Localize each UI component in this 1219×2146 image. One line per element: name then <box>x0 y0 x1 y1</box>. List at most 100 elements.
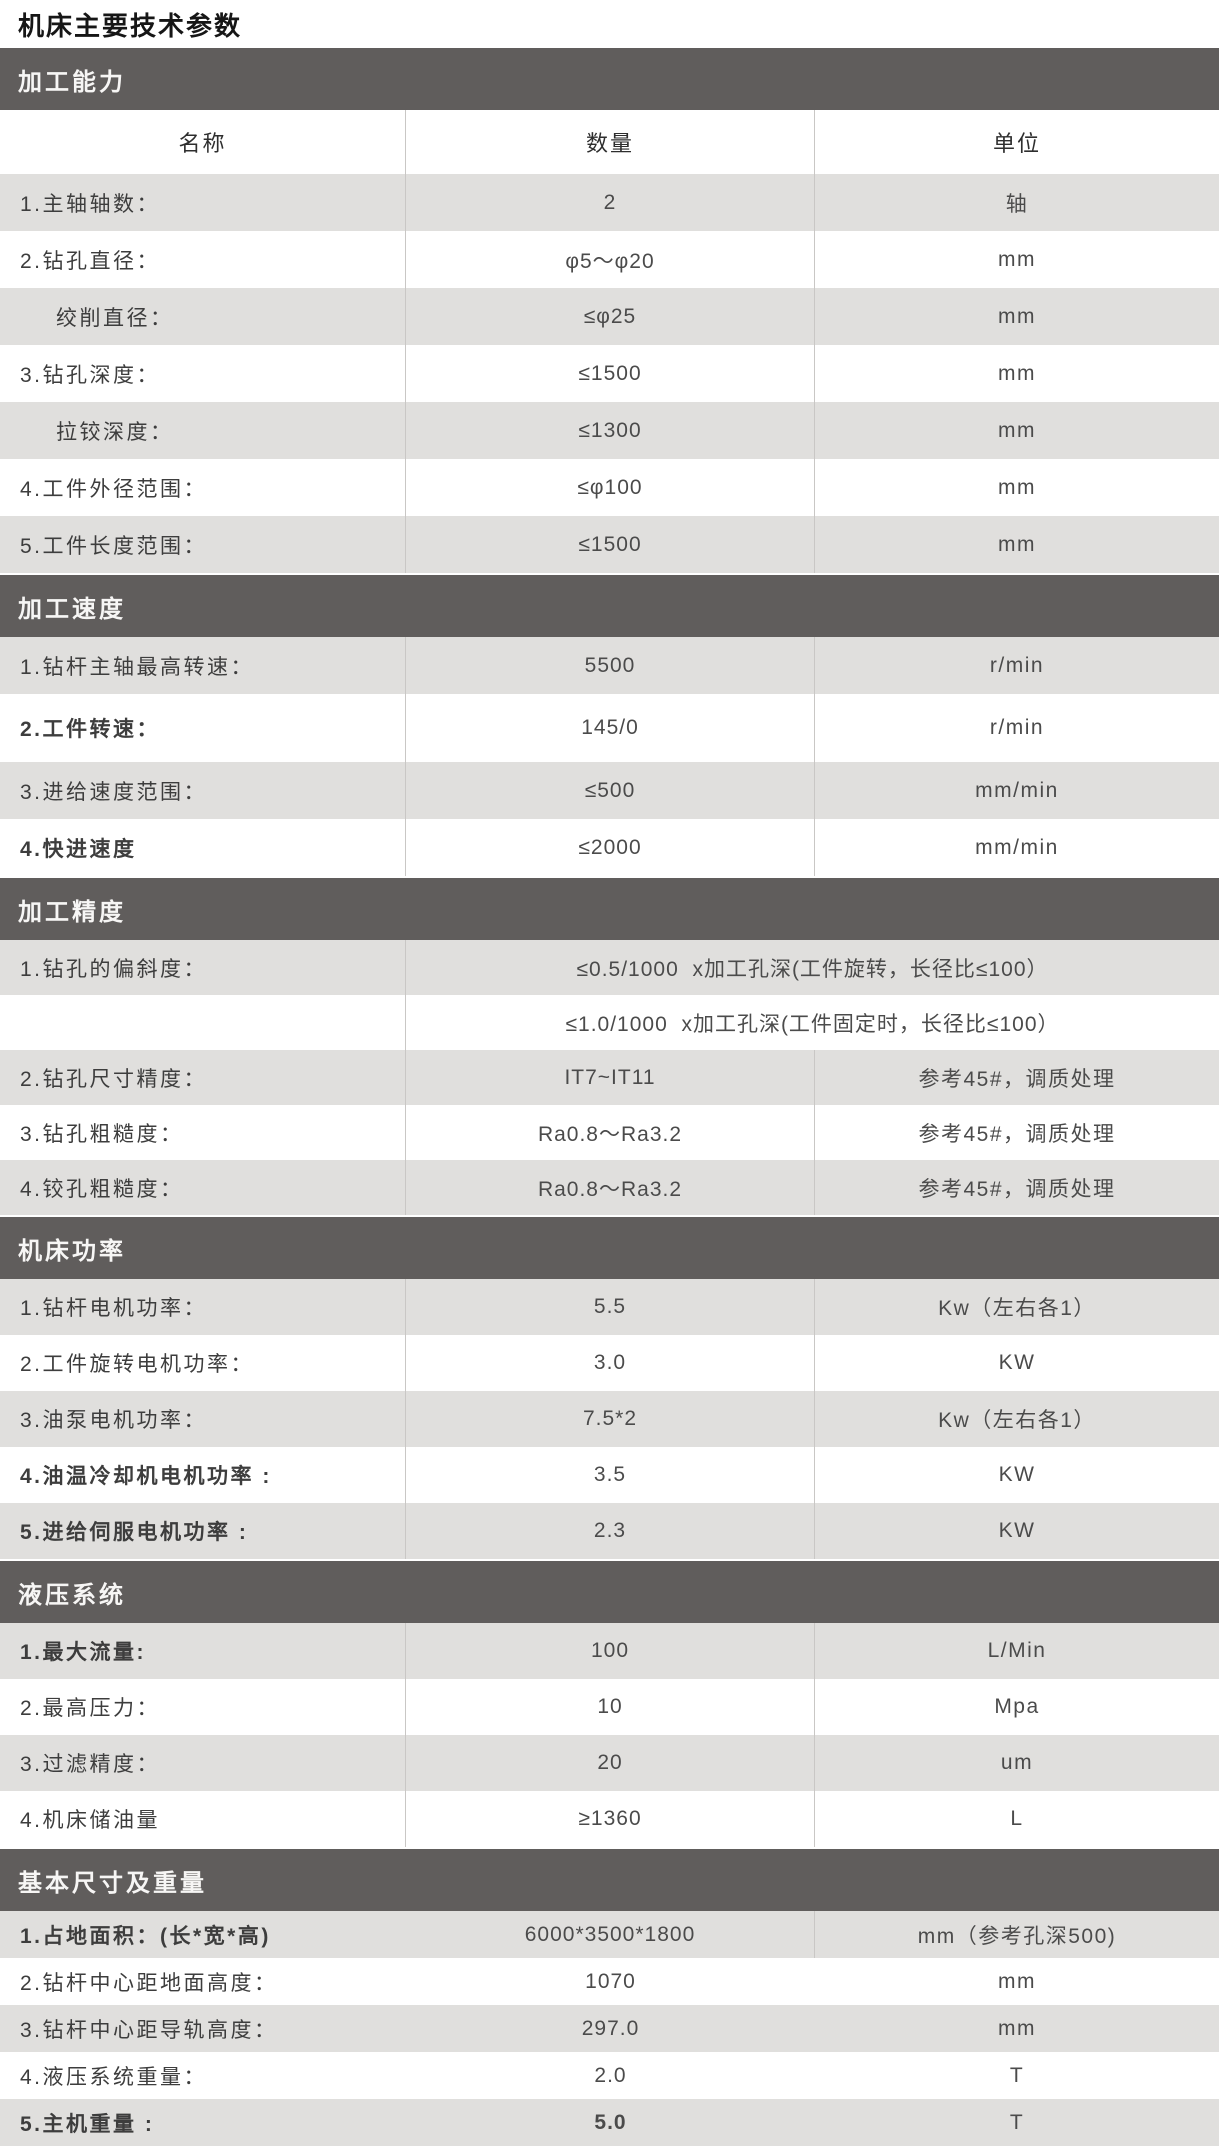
spec-value: ≤1500 <box>406 345 815 402</box>
spec-label: 4.铰孔粗糙度： <box>0 1160 406 1215</box>
spec-unit: mm <box>998 418 1036 442</box>
table-row: 4.快进速度 ≤2000 mm/min <box>0 819 1219 876</box>
spec-unit: KW <box>998 1519 1036 1542</box>
table-row: 3.钻杆中心距导轨高度： 297.0 mm <box>0 2005 1219 2052</box>
spec-label: 3.进给速度范围： <box>0 762 406 819</box>
spec-label: 5.主机重量 : <box>20 2112 155 2136</box>
section-bar-4: 液压系统 <box>0 1561 1219 1623</box>
spec-value: 145/0 <box>406 694 815 762</box>
section-bar-3: 机床功率 <box>0 1217 1219 1279</box>
spec-label: 2.钻孔直径： <box>0 231 406 288</box>
section-title: 加工精度 <box>18 898 126 926</box>
column-header-name: 名称 <box>0 110 406 174</box>
spec-unit: mm <box>998 475 1036 499</box>
spec-value: 20 <box>406 1735 815 1791</box>
spec-unit: mm <box>998 532 1036 556</box>
spec-label: 1.钻杆主轴最高转速： <box>0 637 406 694</box>
spec-value: 2.3 <box>406 1503 815 1559</box>
spec-label: 5.进给伺服电机功率 : <box>0 1503 406 1559</box>
spec-label: 3.钻孔深度： <box>0 345 406 402</box>
spec-label: 拉铰深度： <box>0 402 406 459</box>
spec-label: 1.最大流量: <box>0 1623 406 1679</box>
section-title: 基本尺寸及重量 <box>18 1869 207 1897</box>
spec-value: ≤1500 <box>406 516 815 573</box>
spec-value: 6000*3500*1800 <box>406 1911 815 1958</box>
table-row: 3.钻孔深度： ≤1500 mm <box>0 345 1219 402</box>
spec-label: 4.油温冷却机电机功率 : <box>0 1447 406 1503</box>
spec-value: ≤2000 <box>406 819 815 876</box>
column-header-row: 名称 数量 单位 <box>0 110 1219 174</box>
table-row: 1.钻杆主轴最高转速： 5500 r/min <box>0 637 1219 694</box>
spec-label: 3.钻杆中心距导轨高度： <box>20 2018 278 2042</box>
spec-value: ≥1360 <box>406 1791 815 1847</box>
section-bar-1: 加工速度 <box>0 575 1219 637</box>
spec-label: 3.钻孔粗糙度： <box>0 1105 406 1160</box>
spec-unit: Kw（左右各1） <box>938 1297 1096 1320</box>
table-row: 2.钻杆中心距地面高度： 1070 mm <box>0 1958 1219 2005</box>
table-row: 2.最高压力： 10 Mpa <box>0 1679 1219 1735</box>
section-bar-5: 基本尺寸及重量 <box>0 1849 1219 1911</box>
column-header-qty: 数量 <box>406 110 815 174</box>
spec-value: 2 <box>406 174 815 231</box>
table-row: 2.钻孔尺寸精度： IT7~IT11 参考45#，调质处理 <box>0 1050 1219 1105</box>
spec-label: 1.占地面积：(长*宽*高) <box>20 1924 271 1948</box>
spec-unit: mm <box>998 304 1036 328</box>
section-title: 加工能力 <box>18 68 126 96</box>
spec-unit: 轴 <box>1005 192 1029 216</box>
spec-table: 加工能力名称 数量 单位 1.主轴轴数： 2 轴 2.钻孔直径： φ5～φ20 mm 绞削直径： ≤… <box>0 48 1219 2146</box>
table-row: 1.占地面积：(长*宽*高) 6000*3500*1800 mm（参考孔深500) <box>0 1911 1219 1958</box>
spec-unit: mm <box>998 247 1036 271</box>
table-row: 3.钻孔粗糙度： Ra0.8～Ra3.2 参考45#，调质处理 <box>0 1105 1219 1160</box>
spec-unit: 参考45#，调质处理 <box>918 1122 1116 1146</box>
table-row: 4.液压系统重量： 2.0 T <box>0 2052 1219 2099</box>
spec-label <box>0 995 406 1050</box>
spec-label: 2.工件旋转电机功率： <box>0 1335 406 1391</box>
spec-label: 1.主轴轴数： <box>0 174 406 231</box>
table-row: 3.油泵电机功率： 7.5*2 Kw（左右各1） <box>0 1391 1219 1447</box>
table-row: 4.油温冷却机电机功率 :3.5 KW <box>0 1447 1219 1503</box>
spec-unit: um <box>1000 1751 1034 1774</box>
table-row: 拉铰深度： ≤1300 mm <box>0 402 1219 459</box>
page-title: 机床主要技术参数 <box>18 10 243 41</box>
spec-label: 4.工件外径范围： <box>0 459 406 516</box>
spec-value: 1070 <box>585 1969 636 1993</box>
spec-value: ≤1300 <box>406 402 815 459</box>
spec-value: ≤1.0/1000 x加工孔深(工件固定时，长径比≤100） <box>565 1012 1060 1036</box>
spec-value: IT7~IT11 <box>406 1050 815 1105</box>
table-row: 5.主机重量 : 5.0 T <box>0 2099 1219 2146</box>
spec-unit: T <box>1009 2110 1025 2134</box>
table-row: 1.主轴轴数： 2 轴 <box>0 174 1219 231</box>
spec-value: ≤φ100 <box>406 459 815 516</box>
table-row: 5.进给伺服电机功率 :2.3 KW <box>0 1503 1219 1559</box>
table-row: 4.机床储油量 ≥1360 L <box>0 1791 1219 1847</box>
spec-value: Ra0.8～Ra3.2 <box>406 1105 815 1160</box>
section-bar-0: 加工能力 <box>0 48 1219 110</box>
section-title: 液压系统 <box>18 1581 126 1609</box>
spec-label: 2.钻杆中心距地面高度： <box>20 1971 278 1995</box>
spec-value: Ra0.8～Ra3.2 <box>406 1160 815 1215</box>
spec-value: ≤500 <box>406 762 815 819</box>
spec-label: 1.钻杆电机功率： <box>0 1279 406 1335</box>
spec-value: 100 <box>406 1623 815 1679</box>
spec-value: ≤0.5/1000 x加工孔深(工件旋转，长径比≤100） <box>576 957 1049 981</box>
spec-unit: Kw（左右各1） <box>938 1409 1096 1432</box>
table-row: 3.进给速度范围： ≤500 mm/min <box>0 762 1219 819</box>
spec-value: 3.5 <box>406 1447 815 1503</box>
section-bar-2: 加工精度 <box>0 878 1219 940</box>
spec-unit: mm/min <box>975 778 1059 802</box>
spec-value: 5.5 <box>406 1279 815 1335</box>
table-row: 1.钻杆电机功率： 5.5 Kw（左右各1） <box>0 1279 1219 1335</box>
column-header-unit: 单位 <box>992 131 1041 156</box>
spec-unit: 参考45#，调质处理 <box>918 1067 1116 1091</box>
table-row: 绞削直径： ≤φ25 mm <box>0 288 1219 345</box>
section-title: 加工速度 <box>18 595 126 623</box>
spec-unit: KW <box>998 1463 1036 1486</box>
spec-label: 2.工件转速： <box>0 694 406 762</box>
table-row: 2.钻孔直径： φ5～φ20 mm <box>0 231 1219 288</box>
table-row: 5.工件长度范围： ≤1500 mm <box>0 516 1219 573</box>
spec-value: 2.0 <box>594 2063 627 2087</box>
spec-unit: mm/min <box>975 835 1059 859</box>
spec-label: 2.钻孔尺寸精度： <box>0 1050 406 1105</box>
spec-unit: T <box>1009 2063 1025 2087</box>
